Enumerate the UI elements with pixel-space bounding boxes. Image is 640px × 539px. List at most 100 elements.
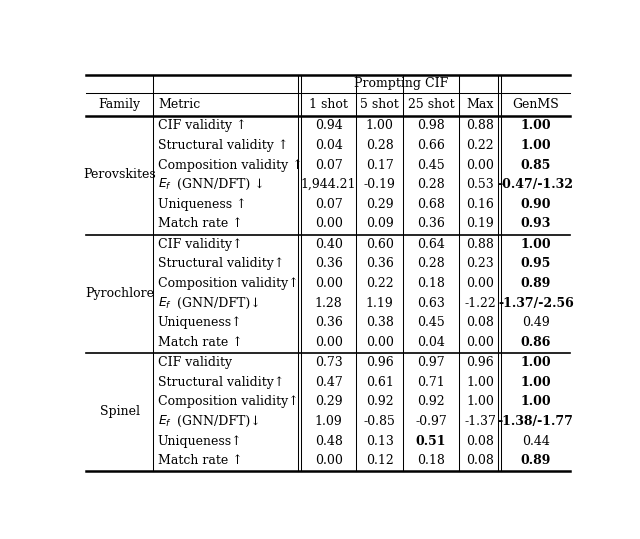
Text: 0.89: 0.89 (520, 277, 551, 290)
Text: 0.00: 0.00 (315, 336, 342, 349)
Text: 0.36: 0.36 (417, 217, 445, 230)
Text: Match rate ↑: Match rate ↑ (158, 336, 243, 349)
Text: Structural validity↑: Structural validity↑ (158, 376, 284, 389)
Text: 0.18: 0.18 (417, 277, 445, 290)
Text: 0.36: 0.36 (315, 258, 342, 271)
Text: 0.90: 0.90 (520, 198, 551, 211)
Text: Uniqueness↑: Uniqueness↑ (158, 434, 243, 448)
Text: 1,944.21: 1,944.21 (301, 178, 356, 191)
Text: (GNN/DFT) ↓: (GNN/DFT) ↓ (173, 178, 264, 191)
Text: 1.00: 1.00 (520, 119, 551, 133)
Text: 1.00: 1.00 (520, 356, 551, 369)
Text: Prompting CIF: Prompting CIF (354, 78, 448, 91)
Text: 0.88: 0.88 (466, 238, 494, 251)
Text: GenMS: GenMS (513, 98, 559, 111)
Text: 0.53: 0.53 (466, 178, 494, 191)
Text: 1.00: 1.00 (466, 396, 494, 409)
Text: 25 shot: 25 shot (408, 98, 454, 111)
Text: -1.37/-2.56: -1.37/-2.56 (498, 296, 573, 309)
Text: CIF validity↑: CIF validity↑ (158, 238, 243, 251)
Text: -0.85: -0.85 (364, 415, 396, 428)
Text: Metric: Metric (158, 98, 200, 111)
Text: -0.47/-1.32: -0.47/-1.32 (498, 178, 573, 191)
Text: 0.08: 0.08 (466, 434, 494, 448)
Text: 1.09: 1.09 (315, 415, 342, 428)
Text: 0.16: 0.16 (466, 198, 494, 211)
Text: 0.28: 0.28 (417, 258, 445, 271)
Text: 0.64: 0.64 (417, 238, 445, 251)
Text: 0.18: 0.18 (417, 454, 445, 467)
Text: 0.68: 0.68 (417, 198, 445, 211)
Text: 0.47: 0.47 (315, 376, 342, 389)
Text: 1.00: 1.00 (520, 376, 551, 389)
Text: 1.28: 1.28 (315, 296, 342, 309)
Text: Spinel: Spinel (100, 405, 140, 418)
Text: $E_f$: $E_f$ (158, 295, 172, 310)
Text: CIF validity ↑: CIF validity ↑ (158, 119, 246, 133)
Text: 0.61: 0.61 (366, 376, 394, 389)
Text: 0.51: 0.51 (415, 434, 446, 448)
Text: 0.38: 0.38 (366, 316, 394, 329)
Text: 1.19: 1.19 (366, 296, 394, 309)
Text: 0.92: 0.92 (366, 396, 394, 409)
Text: CIF validity: CIF validity (158, 356, 232, 369)
Text: (GNN/DFT)↓: (GNN/DFT)↓ (173, 415, 260, 428)
Text: 0.28: 0.28 (417, 178, 445, 191)
Text: 0.09: 0.09 (366, 217, 394, 230)
Text: 0.00: 0.00 (315, 454, 342, 467)
Text: 0.93: 0.93 (520, 217, 551, 230)
Text: 0.08: 0.08 (466, 454, 494, 467)
Text: Uniqueness ↑: Uniqueness ↑ (158, 198, 246, 211)
Text: Family: Family (99, 98, 141, 111)
Text: 0.66: 0.66 (417, 139, 445, 152)
Text: 0.07: 0.07 (315, 158, 342, 171)
Text: (GNN/DFT)↓: (GNN/DFT)↓ (173, 296, 260, 309)
Text: Structural validity↑: Structural validity↑ (158, 258, 284, 271)
Text: Max: Max (467, 98, 493, 111)
Text: 0.00: 0.00 (466, 158, 494, 171)
Text: 0.13: 0.13 (366, 434, 394, 448)
Text: 0.07: 0.07 (315, 198, 342, 211)
Text: Composition validity ↑: Composition validity ↑ (158, 158, 303, 171)
Text: 0.97: 0.97 (417, 356, 445, 369)
Text: Match rate ↑: Match rate ↑ (158, 217, 243, 230)
Text: 0.63: 0.63 (417, 296, 445, 309)
Text: 0.36: 0.36 (315, 316, 342, 329)
Text: 0.96: 0.96 (466, 356, 494, 369)
Text: Perovskites: Perovskites (83, 168, 156, 181)
Text: 0.00: 0.00 (366, 336, 394, 349)
Text: -1.22: -1.22 (464, 296, 496, 309)
Text: $E_f$: $E_f$ (158, 414, 172, 429)
Text: 0.98: 0.98 (417, 119, 445, 133)
Text: 0.96: 0.96 (366, 356, 394, 369)
Text: -0.19: -0.19 (364, 178, 396, 191)
Text: 0.28: 0.28 (366, 139, 394, 152)
Text: Match rate ↑: Match rate ↑ (158, 454, 243, 467)
Text: Pyrochlore: Pyrochlore (85, 287, 154, 300)
Text: Composition validity↑: Composition validity↑ (158, 396, 299, 409)
Text: 0.23: 0.23 (466, 258, 494, 271)
Text: 0.89: 0.89 (520, 454, 551, 467)
Text: Composition validity↑: Composition validity↑ (158, 277, 299, 290)
Text: 0.44: 0.44 (522, 434, 550, 448)
Text: 0.88: 0.88 (466, 119, 494, 133)
Text: 0.49: 0.49 (522, 316, 550, 329)
Text: Uniqueness↑: Uniqueness↑ (158, 316, 243, 329)
Text: 0.22: 0.22 (366, 277, 394, 290)
Text: 0.17: 0.17 (366, 158, 394, 171)
Text: 0.48: 0.48 (315, 434, 342, 448)
Text: 0.12: 0.12 (366, 454, 394, 467)
Text: -1.37: -1.37 (464, 415, 496, 428)
Text: 1.00: 1.00 (466, 376, 494, 389)
Text: 0.86: 0.86 (520, 336, 551, 349)
Text: 1.00: 1.00 (366, 119, 394, 133)
Text: 1.00: 1.00 (520, 396, 551, 409)
Text: 5 shot: 5 shot (360, 98, 399, 111)
Text: -0.97: -0.97 (415, 415, 447, 428)
Text: 0.29: 0.29 (315, 396, 342, 409)
Text: 0.22: 0.22 (466, 139, 494, 152)
Text: 0.45: 0.45 (417, 158, 445, 171)
Text: 0.92: 0.92 (417, 396, 445, 409)
Text: 0.85: 0.85 (520, 158, 551, 171)
Text: 0.00: 0.00 (466, 277, 494, 290)
